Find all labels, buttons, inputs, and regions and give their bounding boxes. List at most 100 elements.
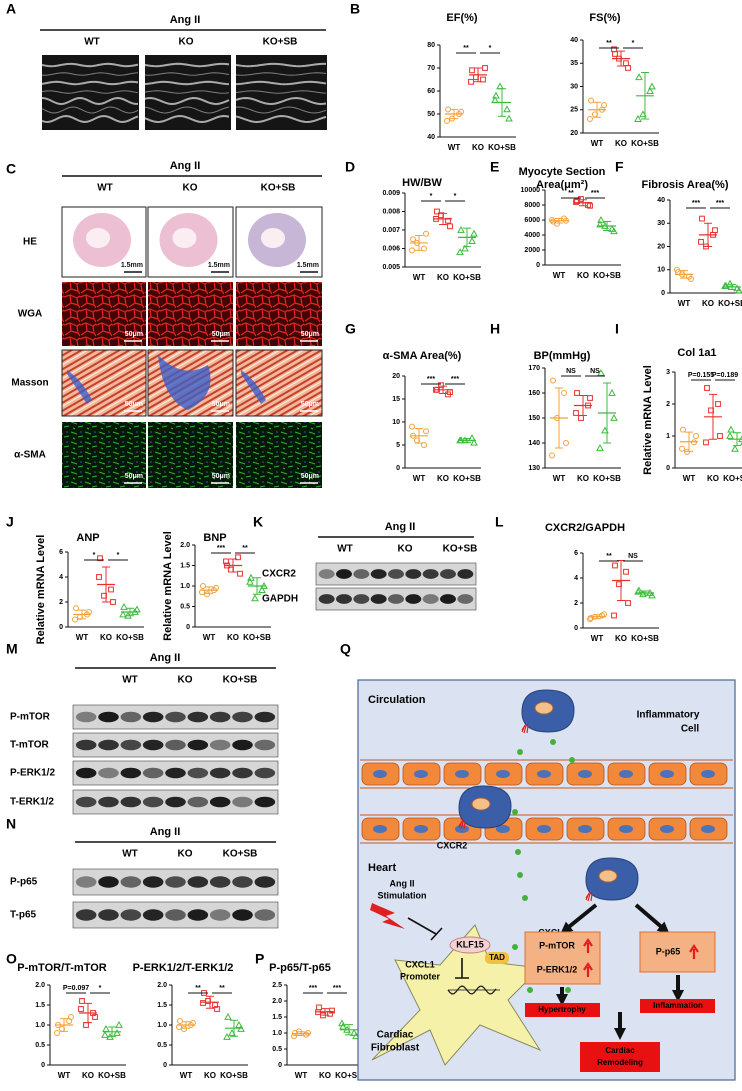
blot-band <box>142 876 164 888</box>
point <box>434 208 440 215</box>
blot-band <box>75 711 97 723</box>
y-tick-label: 25 <box>570 107 578 114</box>
error-bar <box>60 1018 68 1032</box>
y-tick-label: 170 <box>528 365 540 372</box>
error-bar <box>345 1024 353 1036</box>
error-bar <box>733 432 741 447</box>
echo-trace <box>41 80 139 86</box>
scale-label: 50μm <box>301 331 319 338</box>
blot-band <box>120 796 142 808</box>
point <box>648 591 656 599</box>
point <box>177 1018 183 1024</box>
point <box>457 225 465 233</box>
error-bar <box>230 1019 238 1037</box>
chemokine <box>569 757 575 763</box>
y-tick-label: 0.008 <box>382 208 400 215</box>
chart-title: EF(%) <box>446 12 478 24</box>
nucleus <box>471 797 491 811</box>
tad <box>485 952 509 964</box>
nucleus <box>701 770 715 778</box>
point <box>731 444 739 452</box>
point <box>587 616 593 623</box>
treatment-label: Ang II <box>385 521 416 533</box>
y-tick-label: 2.0 <box>157 982 167 989</box>
echo-image <box>236 55 327 130</box>
sig-label: NS <box>590 368 600 375</box>
blot-band <box>120 909 142 921</box>
blot-band <box>142 711 164 723</box>
y-axis-label: Relative mRNA Level <box>642 365 654 475</box>
diagram-label: Inflammation <box>653 1001 703 1010</box>
group-label: KO+SB <box>223 675 258 686</box>
error-bar <box>704 222 712 247</box>
scale-label: 50μm <box>212 473 230 480</box>
nucleus <box>660 770 674 778</box>
sig-label: *** <box>692 200 700 207</box>
blot-band <box>405 594 422 604</box>
blot-label: T-p65 <box>10 910 37 921</box>
point <box>496 82 504 90</box>
up-arrow <box>689 944 699 959</box>
nucleus <box>578 825 592 833</box>
point <box>223 1032 231 1040</box>
inhibition <box>455 958 469 979</box>
group-label: WT <box>122 849 138 860</box>
point <box>612 51 618 57</box>
histology-image <box>148 282 233 346</box>
y-tick-label: 0 <box>574 625 578 632</box>
chart-title: ANP <box>76 532 99 544</box>
point <box>597 368 605 376</box>
sig-label: * <box>430 193 433 200</box>
echo-trace <box>144 106 230 114</box>
x-tick-label: KO <box>437 273 449 282</box>
scale-label: 50μm <box>301 473 319 480</box>
x-tick-label: KO <box>437 474 449 483</box>
chart-title: HW/BW <box>402 177 442 189</box>
diagram-label: Hypertrophy <box>538 1005 586 1014</box>
sig-label: *** <box>451 376 459 383</box>
blot-band <box>232 739 253 751</box>
blot-label: P-mTOR <box>10 712 51 723</box>
point <box>726 431 734 439</box>
histology-image <box>236 282 322 346</box>
point <box>409 247 415 254</box>
chart-title: P-mTOR/T-mTOR <box>17 962 106 974</box>
heart-lumen <box>261 228 285 248</box>
point <box>688 276 694 283</box>
error-bar <box>229 558 237 573</box>
x-tick-label: WT <box>413 273 426 282</box>
panel-letter: I <box>615 321 619 337</box>
histology-image <box>62 282 146 346</box>
y-tick-label: 1.0 <box>157 1022 167 1029</box>
group-label: KO+SB <box>263 37 298 48</box>
diagram-label: Remodeling <box>597 1058 643 1067</box>
point <box>648 82 656 90</box>
y-tick-label: 0 <box>278 1062 282 1069</box>
receptor <box>585 891 593 902</box>
sig-label: *** <box>309 985 317 992</box>
blot-label: GAPDH <box>262 594 298 605</box>
group-label: KO+SB <box>261 183 296 194</box>
sig-label: *** <box>333 985 341 992</box>
chart-title: P-p65/T-p65 <box>269 962 331 974</box>
y-tick-label: 60 <box>427 88 435 95</box>
point <box>79 998 85 1004</box>
y-tick-label: 3 <box>666 369 670 376</box>
nucleus <box>598 869 618 883</box>
y-tick-label: 2.0 <box>272 998 282 1005</box>
receptor <box>458 819 466 830</box>
point <box>115 1020 123 1028</box>
error-bar <box>321 1008 329 1016</box>
point <box>717 433 723 439</box>
point <box>120 602 128 610</box>
x-tick-label: WT <box>76 633 89 642</box>
group-label: WT <box>97 183 113 194</box>
echo-trace <box>144 97 230 106</box>
blot-band <box>98 711 119 723</box>
y-tick-label: 0.5 <box>180 603 190 610</box>
blot-band <box>422 569 439 579</box>
diagram-label: KLF15 <box>456 939 484 949</box>
point <box>108 586 114 593</box>
diagram-label: Ang II <box>390 878 415 888</box>
